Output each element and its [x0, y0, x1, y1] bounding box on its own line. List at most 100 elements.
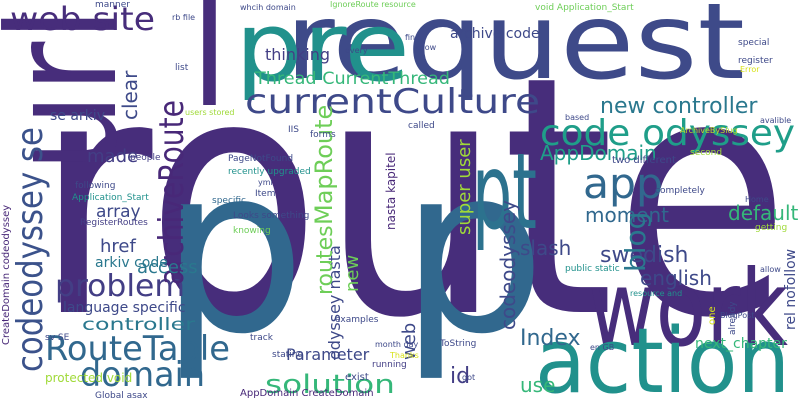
word: archive code [450, 26, 540, 42]
word: web site [10, 0, 155, 38]
word: web [399, 323, 420, 360]
word: work [588, 248, 788, 370]
word: IgnoreRoute resource [330, 0, 416, 9]
word: knowing [233, 226, 271, 236]
word: void Application_Start [535, 3, 634, 13]
word: public static [565, 264, 620, 274]
word: Error [740, 65, 760, 74]
word: already [728, 301, 738, 335]
word: swedish [600, 243, 688, 268]
word: resource and [630, 289, 682, 298]
word: specific [212, 196, 246, 206]
word: Index [520, 326, 581, 351]
word: route [35, 6, 790, 390]
word: p [160, 118, 306, 385]
word: whcih domain [240, 3, 296, 12]
word: exist [345, 372, 369, 383]
word: sv SE [45, 333, 70, 343]
word: en GB [590, 343, 614, 352]
word: protected void [45, 371, 132, 385]
word: p [400, 118, 546, 385]
word: domain [80, 355, 205, 395]
word: Global asax [95, 391, 148, 400]
word: archiveRoute [152, 100, 192, 285]
word: clear [118, 70, 142, 120]
word: rb file [172, 13, 195, 22]
word: new [342, 255, 363, 292]
word: two different [612, 155, 676, 166]
word: getting [755, 223, 787, 233]
word: every [345, 46, 368, 55]
word: solution [265, 370, 395, 400]
word: recently upgraded [228, 167, 311, 177]
word: AppDomain [540, 141, 657, 165]
word: users stored [185, 108, 234, 117]
word: people [130, 153, 161, 163]
word: IIS [288, 125, 299, 135]
word: completely [655, 186, 706, 196]
word: avalible [760, 116, 791, 125]
word: allow [760, 265, 781, 274]
word: url [0, 7, 151, 172]
word: routes [313, 225, 338, 295]
word: BlogPost [720, 311, 754, 320]
word: made [87, 146, 138, 167]
word: Thanks [389, 351, 419, 360]
word: stating [272, 350, 303, 360]
word: default [728, 201, 799, 225]
word: slash [520, 236, 571, 260]
word: problem [55, 269, 185, 304]
word: l [190, 0, 229, 139]
word: arkiv code [95, 255, 168, 271]
word: odyssey nasta [325, 245, 344, 360]
word: Home [745, 195, 769, 204]
word: one [707, 306, 718, 325]
word: super user [454, 139, 475, 235]
word: second [690, 148, 722, 158]
word: following [75, 181, 115, 191]
word: rel nofollow [783, 249, 799, 330]
word: Item [255, 189, 276, 199]
word: Parameter [286, 345, 370, 364]
word: ArchiveBySlug [680, 126, 738, 135]
word: track [250, 333, 274, 343]
word: yml [258, 178, 273, 187]
word: array [96, 202, 141, 222]
word: new controller [600, 94, 758, 119]
word: next_chapter [695, 336, 787, 352]
word: english [640, 266, 712, 290]
word: CreateDomain codeodyssey [1, 205, 12, 345]
word: got [462, 373, 475, 382]
word: list [175, 63, 189, 73]
word: action [535, 309, 790, 400]
word: AppDomain CreateDomain [240, 388, 374, 399]
word: codeodyssey [496, 200, 520, 330]
word: request [285, 0, 745, 103]
word: Application_Start [72, 193, 149, 203]
word: id [450, 364, 470, 389]
word: app [583, 159, 663, 208]
word: use [520, 373, 555, 397]
word: month day [375, 340, 418, 349]
word: register [738, 56, 773, 66]
word: access [137, 257, 198, 278]
word: Looks something [233, 211, 309, 221]
word: based [565, 113, 589, 122]
word: codeodyssey se [10, 127, 51, 372]
word: currentCulture [245, 82, 540, 122]
word: MapRoute [310, 105, 338, 225]
word: ToString [439, 339, 476, 349]
word: code odyssey [540, 113, 795, 154]
word: forms [310, 130, 336, 140]
word: RouteTable [45, 329, 230, 369]
word: pre [235, 0, 410, 103]
word: know [415, 43, 437, 52]
word: blog [619, 212, 652, 272]
word: find [405, 33, 420, 42]
word: thinking [265, 45, 330, 64]
word: language specific [63, 300, 186, 316]
word: running [372, 360, 407, 370]
